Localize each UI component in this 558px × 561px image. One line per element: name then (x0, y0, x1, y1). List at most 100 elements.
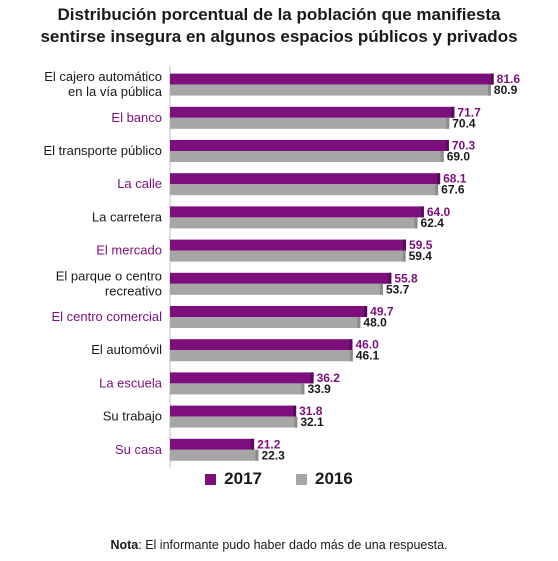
category-label-line: El cajero automático (44, 69, 162, 84)
bar-edge-2017 (310, 372, 314, 384)
bar-chart: El cajero automático en la vía pública 81.… (43, 66, 521, 469)
bar-2016 (170, 416, 298, 428)
bar-2016 (170, 84, 491, 96)
category-label: El mercado (96, 243, 162, 258)
bar-edge-2017 (451, 106, 455, 118)
footnote-text: : El informante pudo haber dado más de u… (138, 538, 448, 552)
bar-2016 (170, 317, 361, 328)
bar-edge-2016 (255, 449, 259, 461)
category-label-line: en la vía pública (68, 84, 163, 99)
bar-2016 (170, 250, 406, 262)
legend-item-2016: 2016 (296, 469, 353, 489)
bar-edge-2016 (435, 184, 439, 196)
bar-edge-2016 (402, 250, 406, 262)
bar-edge-2017 (437, 173, 441, 185)
category-label-line: La carretera (92, 209, 163, 224)
bar-2016 (170, 350, 353, 362)
bar-2017 (170, 73, 494, 85)
category-label: El parque o centro recreativo (56, 268, 162, 298)
value-label-2016: 67.6 (441, 183, 465, 197)
value-label-2017: 49.7 (370, 305, 394, 319)
category-label: Su trabajo (103, 409, 162, 424)
bar-2017 (170, 239, 407, 251)
category-label-line: El mercado (96, 243, 162, 258)
bar-2017 (170, 140, 449, 151)
value-label-2017: 31.8 (299, 404, 323, 418)
bar-2017 (170, 405, 297, 417)
category-label-line: La calle (117, 176, 162, 191)
category-label: El cajero automático en la vía pública (44, 69, 163, 99)
category-label: La calle (117, 176, 162, 191)
value-label-2016: 70.4 (452, 116, 476, 130)
category-label-line: El banco (111, 110, 162, 125)
category-label: El automóvil (91, 342, 162, 357)
footnote: Nota: El informante pudo haber dado más … (0, 538, 558, 552)
bar-edge-2016 (446, 117, 450, 129)
bar-2017 (170, 106, 455, 118)
value-label-2016: 59.4 (409, 249, 433, 263)
category-label-line: Su casa (115, 442, 163, 457)
legend-swatch-2017 (205, 473, 217, 485)
bar-2016 (170, 383, 305, 395)
category-label-line: recreativo (105, 283, 162, 298)
value-label-2017: 36.2 (317, 371, 341, 385)
chart-title-line-1: Distribución porcentual de la población … (57, 5, 501, 24)
category-label-line: El transporte público (43, 143, 162, 158)
value-label-2017: 71.7 (457, 105, 481, 119)
category-label-line: La escuela (99, 375, 163, 390)
bar-edge-2017 (364, 306, 368, 317)
bar-2017 (170, 372, 314, 384)
bar-edge-2017 (293, 405, 297, 417)
value-label-2017: 64.0 (427, 205, 451, 219)
value-label-2016: 22.3 (261, 448, 285, 462)
value-label-2017: 68.1 (443, 172, 467, 186)
value-label-2017: 46.0 (355, 338, 379, 352)
category-label-line: El centro comercial (51, 309, 162, 324)
value-label-2017: 55.8 (394, 271, 418, 285)
category-label-line: El automóvil (91, 342, 162, 357)
chart-title-line-2: sentirse insegura en algunos espacios pú… (40, 27, 518, 46)
value-label-2016: 33.9 (307, 382, 331, 396)
bar-2016 (170, 117, 450, 129)
value-label-2017: 21.2 (257, 437, 281, 451)
bar-2016 (170, 449, 259, 461)
category-label: La escuela (99, 375, 163, 390)
bar-edge-2016 (301, 383, 305, 395)
bar-edge-2017 (388, 272, 392, 284)
bar-2017 (170, 339, 353, 351)
value-label-2016: 80.9 (494, 83, 518, 97)
legend-item-2017: 2017 (205, 469, 262, 489)
value-label-2016: 69.0 (447, 150, 471, 164)
bar-edge-2017 (403, 239, 407, 251)
bar-edge-2016 (440, 151, 444, 162)
value-label-2016: 32.1 (300, 415, 324, 429)
category-label: El centro comercial (51, 309, 162, 324)
chart-title: Distribución porcentual de la población … (0, 4, 558, 48)
bar-2016 (170, 217, 418, 229)
value-label-2016: 53.7 (386, 282, 410, 296)
bar-edge-2017 (490, 73, 494, 85)
value-label-2016: 46.1 (356, 349, 380, 363)
bar-edge-2016 (349, 350, 353, 362)
bar-2017 (170, 306, 368, 317)
category-label: Su casa (115, 442, 163, 457)
bar-2016 (170, 151, 444, 162)
bar-edge-2016 (487, 84, 491, 96)
bar-edge-2016 (357, 317, 361, 328)
value-label-2016: 48.0 (363, 316, 387, 330)
bar-2017 (170, 272, 392, 284)
value-label-2016: 62.4 (421, 216, 445, 230)
value-label-2017: 81.6 (497, 72, 521, 86)
category-label-line: El parque o centro (56, 268, 162, 283)
legend-label-2017: 2017 (224, 469, 262, 488)
bar-edge-2017 (251, 438, 255, 450)
bar-2016 (170, 184, 439, 196)
chart-legend: 2017 2016 (0, 469, 558, 489)
bar-2016 (170, 283, 384, 295)
bar-2017 (170, 173, 441, 185)
value-label-2017: 59.5 (409, 238, 433, 252)
category-label: El banco (111, 110, 162, 125)
bar-edge-2016 (294, 416, 298, 428)
bar-edge-2017 (420, 206, 424, 218)
bar-edge-2017 (445, 140, 449, 151)
